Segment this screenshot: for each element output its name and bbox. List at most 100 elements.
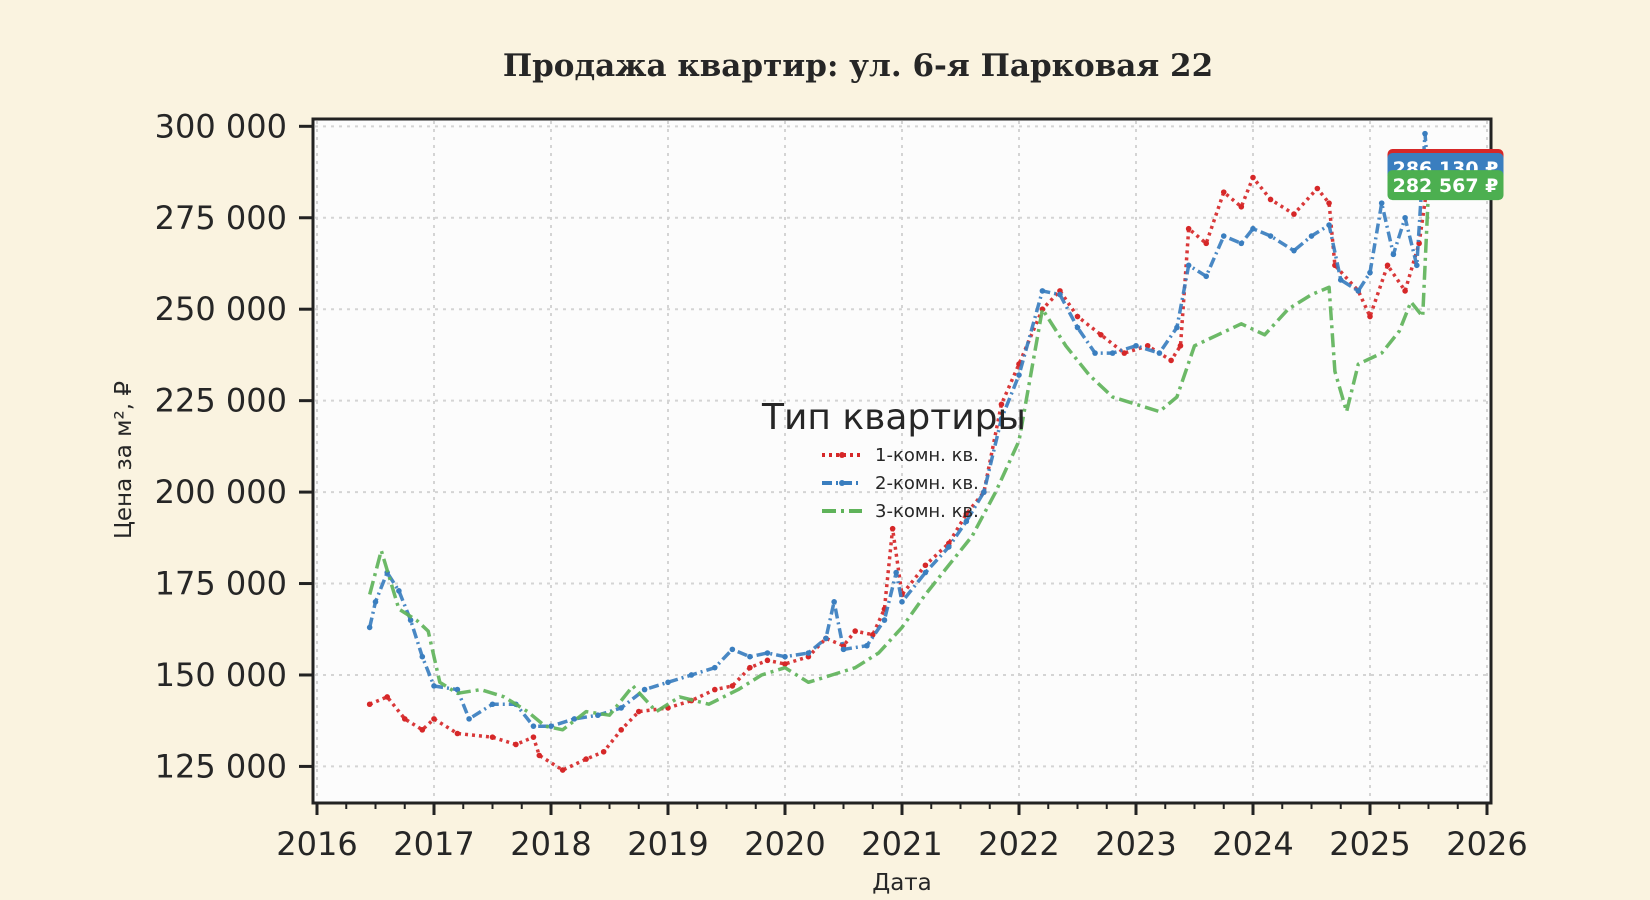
data-point [688, 672, 695, 678]
y-tick-label: 250 000 [155, 290, 287, 328]
data-point [889, 525, 896, 532]
y-tick-label: 275 000 [155, 199, 287, 237]
data-point [1250, 174, 1256, 181]
data-point [963, 511, 970, 517]
data-point [1390, 251, 1397, 258]
data-point [1057, 291, 1063, 298]
data-point [1402, 288, 1408, 294]
data-point [600, 748, 607, 755]
y-axis-label: Цена за м², ₽ [111, 381, 137, 539]
data-point [1174, 324, 1180, 331]
data-point [712, 686, 718, 693]
data-point [407, 617, 414, 623]
data-point [1092, 350, 1098, 356]
series-line [369, 175, 1431, 772]
data-point [1074, 324, 1081, 331]
data-point [1422, 130, 1428, 137]
data-point [1156, 350, 1163, 356]
series-line [367, 131, 1431, 728]
data-point [396, 588, 402, 594]
data-point [1098, 332, 1104, 338]
data-point [513, 741, 519, 748]
data-point [384, 694, 391, 700]
data-point [1291, 211, 1297, 217]
y-tick-label: 175 000 [155, 565, 287, 603]
data-point [419, 653, 426, 660]
data-point [1367, 313, 1373, 320]
data-point [1220, 189, 1227, 195]
data-point [431, 716, 437, 722]
end-value-badge [1387, 170, 1504, 201]
data-point [1416, 240, 1422, 247]
data-point [899, 599, 905, 605]
legend-marker [839, 452, 845, 458]
data-point [805, 650, 812, 656]
data-point [454, 730, 461, 737]
data-point [641, 686, 648, 693]
x-tick-label: 2020 [744, 825, 825, 863]
legend: Тип квартиры 1-комн. кв. 2-комн. кв. 3-комн… [761, 397, 1026, 522]
data-point [840, 646, 847, 653]
legend-item: 2-комн. кв. [822, 473, 979, 494]
data-point [1185, 225, 1192, 232]
legend-marker [839, 480, 845, 486]
data-point [1414, 262, 1420, 269]
legend-title: Тип квартиры [761, 397, 1026, 438]
data-point [1326, 222, 1332, 228]
data-point [998, 401, 1005, 408]
x-tick-label: 2024 [1212, 825, 1293, 863]
data-point [1267, 196, 1274, 203]
x-tick-label: 2026 [1446, 825, 1527, 863]
data-point [998, 416, 1005, 422]
x-tick-label: 2019 [627, 825, 708, 863]
data-point [559, 767, 566, 773]
data-point [454, 686, 461, 693]
series-lines [366, 130, 1432, 773]
data-point [583, 756, 589, 762]
data-point [1308, 233, 1315, 239]
legend-label: 2-комн. кв. [875, 473, 979, 494]
y-tick-label: 200 000 [155, 473, 287, 511]
data-point [747, 664, 753, 671]
data-point [1238, 240, 1245, 247]
data-point [981, 489, 987, 495]
x-axis-label: Дата [872, 870, 932, 896]
data-point [431, 683, 437, 689]
data-point [1220, 233, 1227, 239]
data-point [893, 569, 899, 576]
data-point [595, 712, 601, 719]
data-point [1384, 262, 1391, 269]
data-point [466, 716, 472, 722]
data-point [963, 518, 970, 525]
data-point [864, 642, 870, 649]
data-point [712, 664, 718, 671]
data-point [1378, 200, 1385, 206]
data-point [1168, 357, 1174, 364]
data-point [1133, 342, 1139, 349]
series-3 [368, 190, 1431, 732]
data-point [764, 657, 771, 664]
data-point [530, 734, 537, 740]
end-value-badges: 286 130 ₽286 130 ₽282 567 ₽ [1387, 149, 1504, 201]
data-point [1402, 214, 1408, 221]
data-point [1074, 313, 1081, 320]
data-point [782, 653, 788, 660]
end-value-text: 282 567 ₽ [1393, 175, 1499, 197]
data-point [729, 683, 736, 689]
data-point [1367, 269, 1373, 276]
data-point [1337, 277, 1344, 283]
data-point [536, 752, 543, 759]
data-point [1185, 262, 1192, 269]
data-point [419, 727, 426, 733]
data-point [1203, 273, 1209, 280]
x-tick-label: 2023 [1095, 825, 1176, 863]
data-point [665, 679, 671, 686]
legend-item: 1-комн. кв. [822, 445, 979, 466]
grid [315, 121, 1489, 801]
y-tick-label: 225 000 [155, 382, 287, 420]
series-line [368, 190, 1431, 732]
data-point [618, 705, 624, 711]
legend-label: 3-комн. кв. [875, 501, 979, 522]
data-point [823, 635, 829, 642]
data-point [1016, 372, 1022, 378]
